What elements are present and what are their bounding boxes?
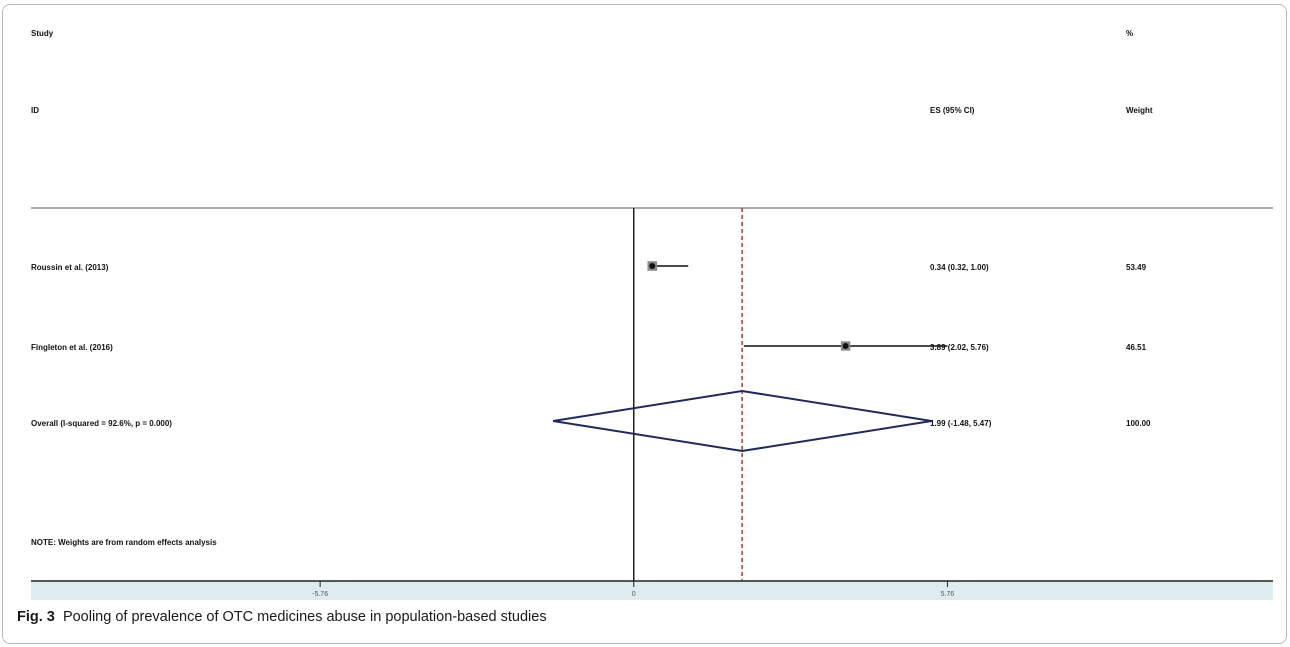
study-weight-text: 46.51 [1126, 343, 1147, 352]
axis-band [31, 581, 1273, 600]
caption-text: Pooling of prevalence of OTC medicines a… [62, 609, 547, 625]
study-point [649, 263, 656, 269]
study-weight-text: 53.49 [1126, 263, 1147, 272]
header-study: Study [31, 29, 54, 38]
study-label: Fingleton et al. (2016) [31, 343, 113, 352]
study-es-text: 3.89 (2.02, 5.76) [930, 343, 989, 352]
overall-diamond [553, 389, 932, 453]
note-text: NOTE: Weights are from random effects an… [31, 538, 217, 547]
x-tick-label: -5.76 [312, 591, 328, 598]
figure-frame [2, 4, 1287, 644]
overall-label: Overall (I-squared = 92.6%, p = 0.000) [31, 419, 172, 428]
overall-es-text: 1.99 (-1.48, 5.47) [930, 419, 992, 428]
figure-caption: Fig. 3 Pooling of prevalence of OTC medi… [17, 609, 547, 625]
caption-label: Fig. 3 [17, 609, 55, 625]
forest-plot: Study ID ES (95% CI) % Weight Roussin et… [31, 29, 1273, 600]
study-label: Roussin et al. (2013) [31, 263, 109, 272]
header-id: ID [31, 106, 39, 115]
overall-weight-text: 100.00 [1126, 419, 1151, 428]
x-tick-label: 5.76 [941, 591, 955, 598]
header-es: ES (95% CI) [930, 106, 975, 115]
study-point [842, 343, 849, 349]
header-weight: Weight [1126, 106, 1153, 115]
x-tick-label: 0 [632, 591, 636, 598]
header-percent: % [1126, 29, 1133, 38]
x-ticks: -5.76 0 5.76 [312, 581, 954, 598]
study-es-text: 0.34 (0.32, 1.00) [930, 263, 989, 272]
